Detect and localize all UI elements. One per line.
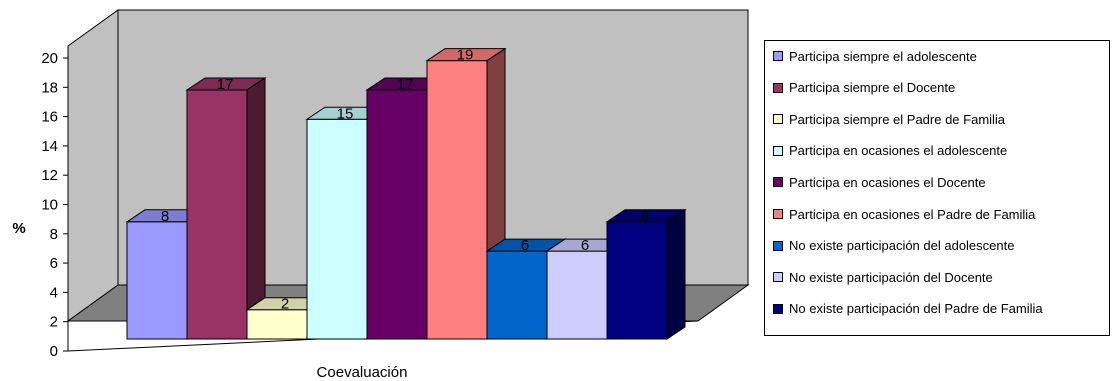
data-label: 2 xyxy=(281,296,289,313)
y-tick-label: 16 xyxy=(41,109,58,126)
y-tick-label: 2 xyxy=(50,314,58,331)
y-axis-ticks: 0 2 4 6 8 10 12 14 16 18 20 xyxy=(41,50,68,360)
legend-item: No existe participación del adolescente xyxy=(773,238,1015,254)
side-wall xyxy=(67,9,119,322)
bar-front xyxy=(606,221,668,340)
legend-swatch xyxy=(773,177,783,188)
bar-front xyxy=(366,89,428,340)
legend-swatch xyxy=(773,240,783,251)
legend-label: Participa en ocasiones el adolescente xyxy=(789,143,1008,159)
legend-item: Participa en ocasiones el Docente xyxy=(773,174,986,190)
bar-front xyxy=(546,250,608,340)
y-tick-label: 10 xyxy=(41,197,58,214)
legend-swatch xyxy=(773,303,783,314)
legend-swatch xyxy=(773,51,783,61)
data-label: 8 xyxy=(641,208,649,225)
bar-front xyxy=(426,60,488,340)
data-label: 17 xyxy=(217,76,234,93)
bar-side xyxy=(666,208,686,340)
data-label: 15 xyxy=(337,105,354,122)
legend-item: No existe participación del Docente xyxy=(773,269,993,285)
legend-label: No existe participación del Padre de Fam… xyxy=(789,301,1043,317)
y-tick-label: 18 xyxy=(41,79,58,96)
bars: 8 17 2 15 17 19 6 6 8 xyxy=(125,47,687,340)
y-tick-label: 14 xyxy=(41,138,58,155)
legend-item: Participa en ocasiones el Padre de Famil… xyxy=(773,206,1036,222)
legend-item: Participa siempre el Docente xyxy=(773,80,956,96)
legend-label: Participa siempre el Padre de Familia xyxy=(789,111,1006,127)
bar: 8 xyxy=(605,208,687,340)
y-tick-label: 0 xyxy=(50,343,58,360)
legend-label: No existe participación del adolescente xyxy=(789,238,1015,254)
x-axis-category-label: Coevaluación xyxy=(317,364,408,381)
legend-label: No existe participación del Docente xyxy=(789,269,993,285)
bar-front xyxy=(486,250,548,340)
bar-front xyxy=(186,89,248,340)
legend: Participa siempre el adolescente Particip… xyxy=(764,40,1110,336)
y-tick-label: 6 xyxy=(50,255,58,272)
bar-front xyxy=(126,221,188,340)
legend-swatch xyxy=(773,114,783,125)
y-tick-label: 4 xyxy=(50,284,58,301)
legend-swatch xyxy=(773,82,783,93)
data-label: 17 xyxy=(397,76,414,93)
data-label: 8 xyxy=(161,208,169,225)
legend-item: Participa siempre el Padre de Familia xyxy=(773,111,1006,127)
legend-item: No existe participación del Padre de Fam… xyxy=(773,301,1043,317)
legend-label: Participa siempre el adolescente xyxy=(789,48,977,64)
data-label: 6 xyxy=(521,237,529,254)
legend-item: Participa en ocasiones el adolescente xyxy=(773,143,1008,159)
legend-label: Participa en ocasiones el Padre de Famil… xyxy=(789,206,1036,222)
y-tick-label: 12 xyxy=(41,167,58,184)
data-label: 19 xyxy=(457,47,474,64)
data-label: 6 xyxy=(581,237,589,254)
legend-swatch xyxy=(773,145,783,156)
legend-item: Participa siempre el adolescente xyxy=(773,48,977,64)
legend-label: Participa en ocasiones el Docente xyxy=(789,174,986,190)
legend-label: Participa siempre el Docente xyxy=(789,80,956,96)
bar: 17 xyxy=(185,76,267,340)
y-axis-title: % xyxy=(12,220,25,237)
legend-swatch xyxy=(773,209,783,219)
bar-front xyxy=(246,309,308,340)
legend-swatch xyxy=(773,272,783,283)
y-tick-label: 20 xyxy=(41,50,58,67)
y-tick-label: 8 xyxy=(50,226,58,243)
bar-front xyxy=(306,118,368,340)
